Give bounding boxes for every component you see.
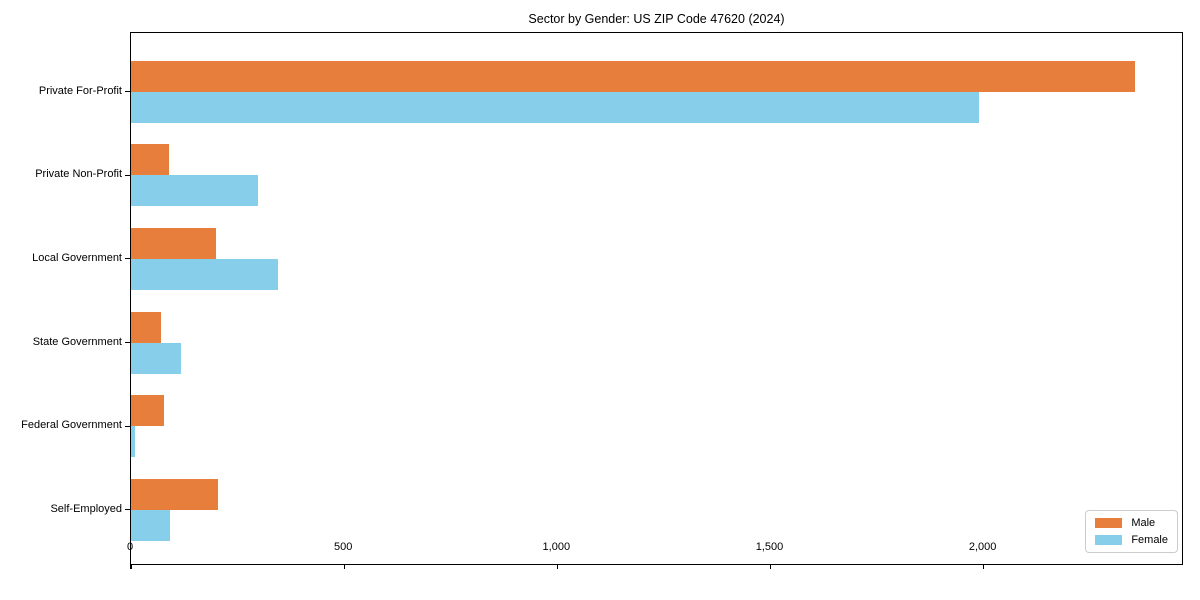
legend-item-male: Male bbox=[1095, 517, 1168, 529]
x-label-0: 0 bbox=[126, 541, 134, 553]
y-label-state-government: State Government bbox=[32, 335, 122, 348]
x-tick-0 bbox=[130, 564, 132, 569]
bar-female-private-for-profit bbox=[131, 91, 980, 123]
x-tick-500 bbox=[343, 564, 345, 569]
legend-swatch-male bbox=[1095, 518, 1123, 528]
bar-male-federal-government bbox=[131, 395, 165, 427]
plot-area: Male Female bbox=[125, 32, 1183, 569]
legend-label-female: Female bbox=[1131, 534, 1168, 546]
legend: Male Female bbox=[1085, 510, 1178, 553]
legend-item-female: Female bbox=[1095, 534, 1168, 546]
bar-female-self-employed bbox=[131, 509, 170, 541]
y-tick-private-non-profit bbox=[125, 174, 130, 176]
y-tick-state-government bbox=[125, 341, 130, 344]
bar-female-local-government bbox=[131, 258, 279, 290]
y-tick-self-employed bbox=[125, 509, 130, 511]
x-label-2000: 2,000 bbox=[968, 541, 997, 553]
bar-male-private-non-profit bbox=[131, 144, 170, 176]
x-label-500: 500 bbox=[333, 541, 353, 553]
y-label-federal-government: Federal Government bbox=[21, 419, 122, 432]
x-tick-2000 bbox=[983, 564, 985, 569]
x-tick-1500 bbox=[769, 564, 772, 569]
bar-male-local-government bbox=[131, 227, 217, 259]
bar-female-private-non-profit bbox=[131, 175, 259, 207]
y-tick-federal-government bbox=[125, 425, 130, 427]
bar-male-self-employed bbox=[131, 478, 218, 510]
bar-male-private-for-profit bbox=[131, 60, 1135, 92]
y-label-private-for-profit: Private For-Profit bbox=[38, 84, 122, 97]
y-label-self-employed: Self-Employed bbox=[50, 502, 122, 515]
y-tick-private-for-profit bbox=[125, 91, 130, 93]
bar-female-state-government bbox=[131, 342, 181, 374]
bar-male-state-government bbox=[131, 311, 162, 343]
bar-female-federal-government bbox=[131, 426, 136, 458]
y-label-private-non-profit: Private Non-Profit bbox=[35, 168, 122, 181]
y-tick-local-government bbox=[125, 258, 130, 260]
y-label-local-government: Local Government bbox=[32, 251, 122, 264]
legend-swatch-female bbox=[1095, 535, 1123, 545]
x-tick-1000 bbox=[556, 564, 558, 569]
x-label-1500: 1,500 bbox=[755, 541, 784, 553]
legend-label-male: Male bbox=[1131, 517, 1156, 529]
x-label-1000: 1,000 bbox=[542, 541, 571, 553]
chart-title: Sector by Gender: US ZIP Code 47620 (202… bbox=[528, 12, 785, 26]
